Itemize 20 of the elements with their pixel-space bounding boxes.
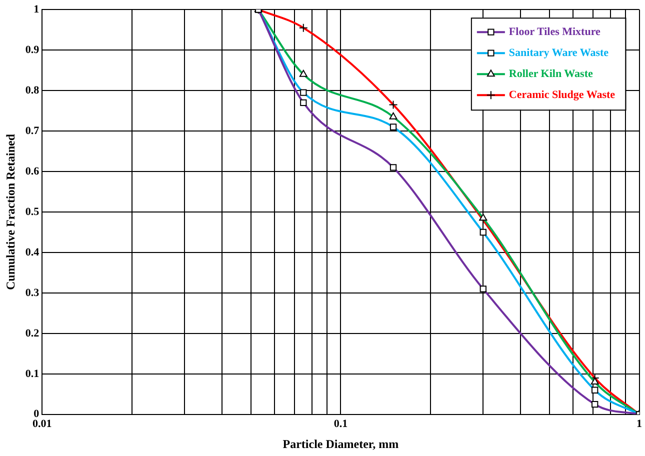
x-axis-title: Particle Diameter, mm <box>282 436 399 451</box>
y-tick-label: 0.2 <box>25 327 40 340</box>
y-tick-label: 0 <box>34 408 40 420</box>
y-tick-label: 0.5 <box>25 206 40 218</box>
y-tick-label: 0.7 <box>25 124 40 137</box>
legend-label: Sanitary Ware Waste <box>508 46 609 59</box>
legend-label: Roller Kiln Waste <box>508 68 593 80</box>
y-tick-label: 0.9 <box>25 44 40 56</box>
legend-label: Ceramic Sludge Waste <box>508 88 616 101</box>
y-axis-title: Cumulative Fraction Retained <box>3 134 18 290</box>
y-tick-label: 0.4 <box>25 246 40 258</box>
x-tick-label: 0.01 <box>32 418 52 430</box>
y-tick-label: 1 <box>34 3 40 16</box>
x-tick-label: 0.1 <box>334 418 348 430</box>
y-tick-label: 0.8 <box>25 84 40 96</box>
y-tick-label: 0.6 <box>25 165 40 178</box>
y-tick-label: 0.1 <box>25 368 40 380</box>
x-tick-label: 1 <box>636 418 642 430</box>
legend-label: Floor Tiles Mixture <box>508 26 601 38</box>
y-tick-label: 0.3 <box>25 286 40 299</box>
